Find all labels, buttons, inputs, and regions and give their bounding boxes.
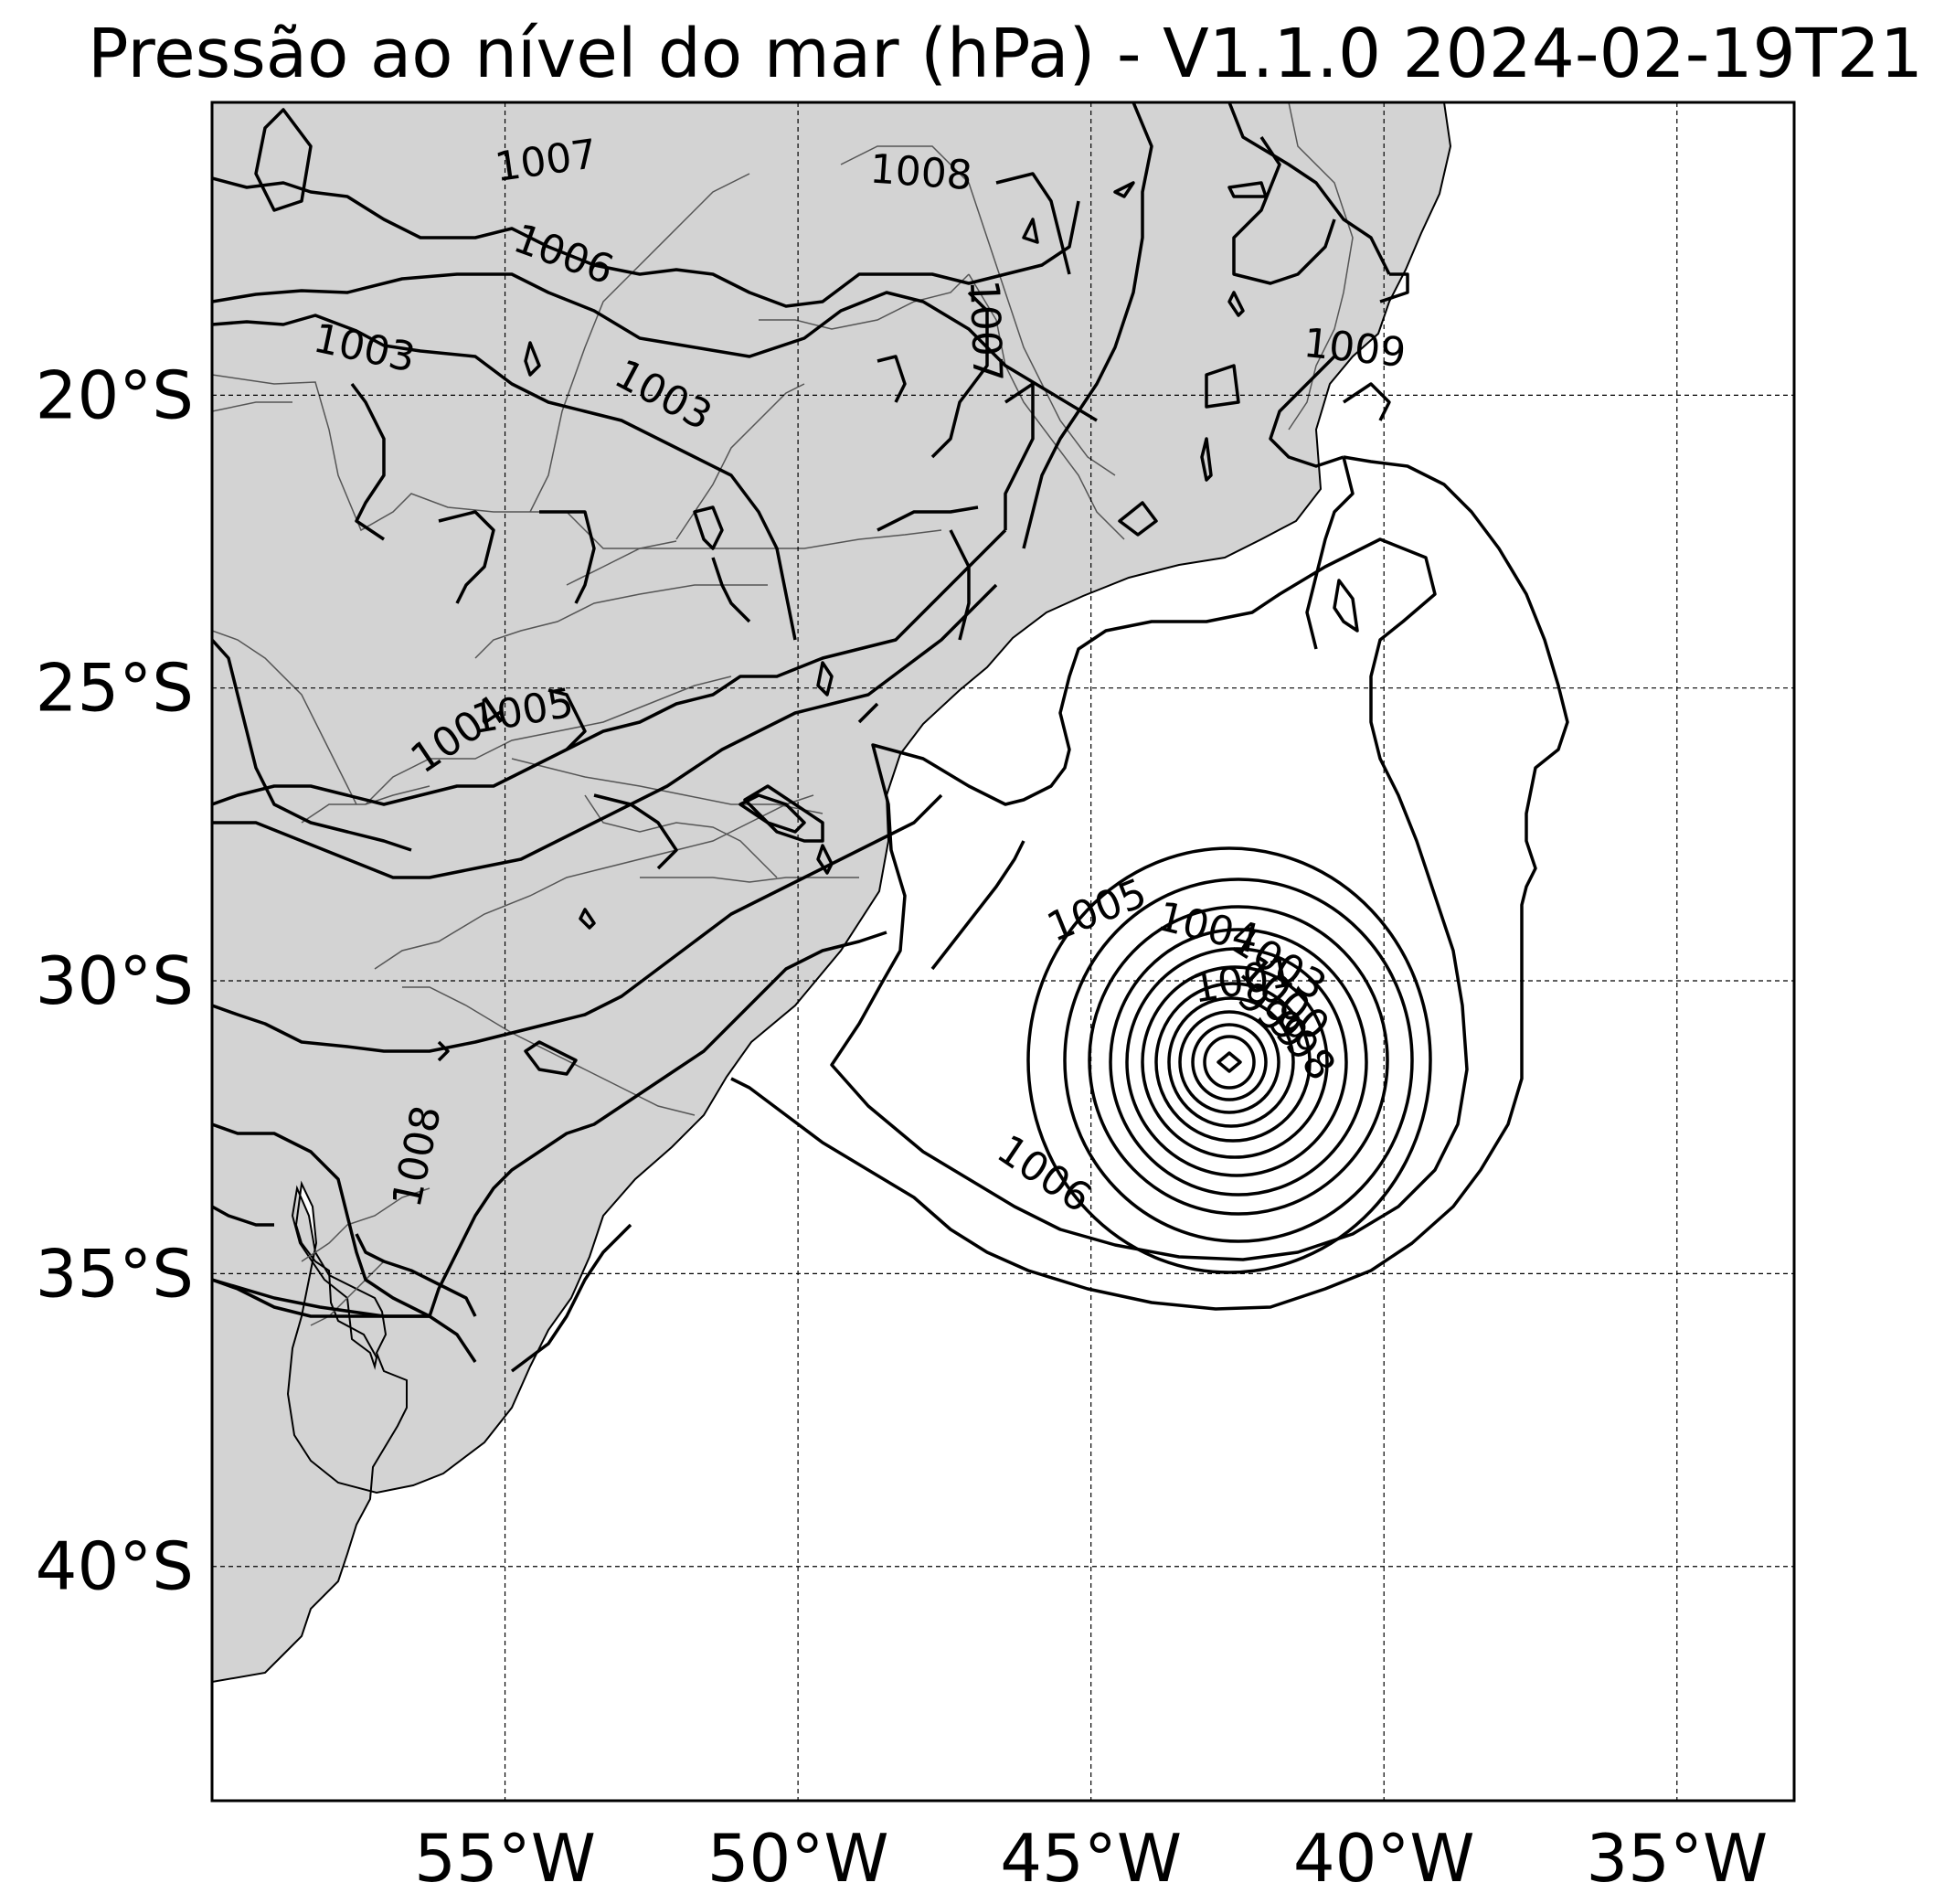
contour-label: 1008	[868, 146, 973, 200]
longitude-tick-label: 35°W	[1586, 1820, 1768, 1897]
latitude-tick-label: 30°S	[36, 942, 194, 1019]
map-title: Pressão ao nível do mar (hPa) - V1.1.0 2…	[88, 15, 1923, 93]
graticule	[212, 102, 1794, 1801]
latitude-tick-label: 20°S	[36, 356, 194, 433]
contour-label: 1009	[1302, 320, 1408, 377]
longitude-tick-label: 50°W	[707, 1820, 889, 1897]
axis-labels: 55°W 50°W 45°W 40°W 35°W 20°S 25°S 30°S 35°S 40°S	[36, 356, 1769, 1897]
contour-label: 1007	[961, 279, 1011, 383]
latitude-tick-label: 25°S	[36, 650, 194, 727]
pressure-contours	[212, 102, 1569, 1373]
longitude-tick-label: 55°W	[414, 1820, 596, 1897]
latitude-tick-label: 35°S	[36, 1235, 194, 1312]
south-america-landmass	[212, 102, 1452, 1684]
map-frame	[210, 101, 1796, 1803]
longitude-tick-label: 45°W	[1000, 1820, 1182, 1897]
latitude-tick-label: 40°S	[36, 1528, 194, 1605]
political-borders	[212, 102, 1354, 1326]
longitude-tick-label: 40°W	[1293, 1820, 1475, 1897]
low-pressure-rings	[1026, 846, 1432, 1274]
